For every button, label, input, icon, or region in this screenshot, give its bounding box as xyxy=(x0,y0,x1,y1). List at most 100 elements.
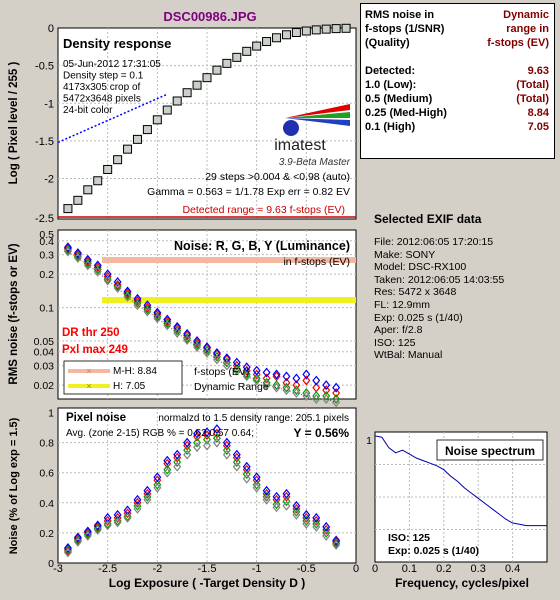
noise-point-g xyxy=(193,340,202,350)
pixel-noise-point-b xyxy=(302,509,311,520)
pixel-noise-ytick-labels: 1 0.8 0.6 0.4 0.2 0 xyxy=(39,408,54,570)
noise-ytick: 0.1 xyxy=(39,303,54,315)
noise-point-r xyxy=(173,323,182,334)
density-ytick: -2 xyxy=(44,174,54,186)
pixel-noise-point-g xyxy=(232,457,241,468)
noise-point-r xyxy=(183,330,192,341)
exif-line: Exp: 0.025 s (1/40) xyxy=(374,311,463,324)
rms-row-value: (Total) xyxy=(516,79,549,91)
noise-point-b xyxy=(133,293,142,304)
noise-point-g xyxy=(183,333,192,344)
pixel-noise-y: Y = 0.56% xyxy=(294,426,350,440)
rms-head-right: Dynamic range in f-stops (EV) xyxy=(470,8,552,50)
density-point xyxy=(262,37,272,47)
rms-row-value: 7.05 xyxy=(527,121,549,133)
rms-row-value: 9.63 xyxy=(527,65,549,77)
noise-point-y xyxy=(143,306,152,317)
pixel-noise-point-y xyxy=(163,467,172,478)
exif-line: ISO: 125 xyxy=(374,336,416,349)
density-info-line: 5472x3648 pixels xyxy=(63,94,141,105)
noise-point-b xyxy=(123,286,132,297)
pixel-noise-point-g xyxy=(242,469,251,480)
noise-point-g xyxy=(272,380,281,391)
noise-point-b xyxy=(322,380,331,391)
legend-mh: M-H: 8.84 xyxy=(113,366,157,377)
exif-line: FL: 12.9mm xyxy=(374,298,431,311)
spectrum-xtick: 0.1 xyxy=(402,563,417,575)
pixel-noise-point-y xyxy=(272,502,281,513)
density-point xyxy=(291,28,301,38)
imatest-logo: imatest xyxy=(274,104,350,154)
density-point xyxy=(232,52,242,62)
noise-point-b xyxy=(332,382,341,393)
pixel-noise-point-g xyxy=(163,464,172,475)
noise-point-b xyxy=(272,369,281,380)
pixel-noise-point-y xyxy=(183,449,192,460)
pixel-noise-ytick: 0.8 xyxy=(39,438,54,450)
noise-ytick: 0.04 xyxy=(34,347,55,359)
legend-caption-1: f-stops (EV) xyxy=(194,366,249,378)
exif-line: Taken: 2012:06:05 14:03:55 xyxy=(374,273,505,286)
noise-point-r xyxy=(63,243,72,254)
pixel-noise-point-y xyxy=(242,473,251,484)
pixel-noise-ytick: 0.4 xyxy=(39,498,54,510)
noise-ytick: 0.05 xyxy=(34,336,55,348)
spectrum-iso: ISO: 125 xyxy=(388,532,430,544)
pixel-noise-point-g xyxy=(183,445,192,456)
pixel-noise-point-b xyxy=(312,512,321,523)
pixel-noise-point-b xyxy=(173,449,182,460)
pixel-noise-point-b xyxy=(272,491,281,502)
xtick-label: -0.5 xyxy=(297,563,316,575)
density-grid xyxy=(58,28,356,219)
pixel-noise-ytick: 0.2 xyxy=(39,528,54,540)
noise-heading: Noise: R, G, B, Y (Luminance) xyxy=(174,239,350,253)
pixel-noise-point-y xyxy=(212,437,221,448)
pixel-noise-point-r xyxy=(83,527,92,538)
density-point xyxy=(73,195,83,205)
pixel-noise-point-g xyxy=(63,544,72,555)
noise-band-025 xyxy=(102,257,356,263)
noise-point-b xyxy=(302,369,311,380)
noise-point-y xyxy=(322,394,331,404)
noise-point-y xyxy=(123,291,132,302)
noise-point-r xyxy=(222,354,231,365)
pixel-noise-point-b xyxy=(163,455,172,466)
noise-point-g xyxy=(242,369,251,380)
density-ytick: -2.5 xyxy=(35,213,54,225)
rms-table: RMS noise in f-stops (1/SNR) (Quality) D… xyxy=(363,8,551,134)
density-point xyxy=(202,73,212,83)
pixel-noise-point-b xyxy=(282,488,291,499)
noise-ylabel: RMS noise (f-stops or EV) xyxy=(8,243,20,384)
pixel-noise-point-y xyxy=(63,547,72,558)
noise-ytick: 0.02 xyxy=(34,380,55,392)
noise-band-010 xyxy=(102,297,356,303)
rms-row-label: 1.0 (Low): xyxy=(365,79,417,91)
noise-point-b xyxy=(262,367,271,378)
pixel-noise-point-b xyxy=(252,472,261,483)
pixel-noise-point-y xyxy=(103,520,112,531)
density-info-line: 24-bit color xyxy=(63,105,113,116)
noise-ytick: 0.3 xyxy=(39,250,54,262)
density-point xyxy=(63,204,73,214)
spectrum-heading-box xyxy=(436,439,544,461)
noise-point-b xyxy=(73,248,82,258)
density-point xyxy=(123,144,133,154)
legend-marker-h: × xyxy=(86,381,91,391)
pixel-noise-point-y xyxy=(123,512,132,523)
pixel-noise-point-y xyxy=(153,482,162,493)
density-point xyxy=(272,33,282,43)
pixel-noise-normalized: normalzd to 1.5 density range: 205.1 pix… xyxy=(158,413,349,424)
exif-line: WtBal: Manual xyxy=(374,349,443,362)
version-text: 3.9-Beta Master xyxy=(279,157,351,168)
density-point xyxy=(281,30,291,40)
pixel-noise-point-g xyxy=(203,434,211,445)
rms-row-value: (Total) xyxy=(516,93,549,105)
noise-point-g xyxy=(163,318,172,329)
noise-point-g xyxy=(103,274,112,285)
spectrum-exp: Exp: 0.025 s (1/40) xyxy=(388,545,479,557)
noise-point-g xyxy=(262,377,271,388)
pixel-noise-point-b xyxy=(222,437,231,448)
density-point xyxy=(152,115,162,125)
